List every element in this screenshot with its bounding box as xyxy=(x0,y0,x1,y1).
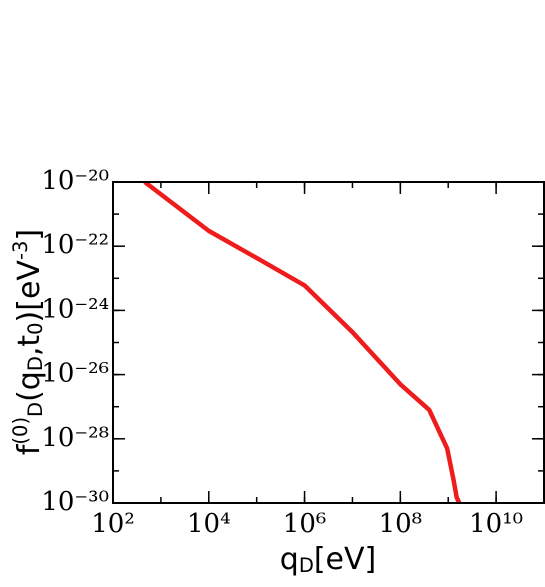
plot-frame xyxy=(112,181,545,504)
x-tick-label: 10⁶ xyxy=(283,509,327,539)
x-tick-label: 10² xyxy=(91,509,135,539)
y-tick-label: 10⁻³⁰ xyxy=(41,487,109,517)
y-tick-label: 10⁻²⁴ xyxy=(41,294,109,324)
data-line xyxy=(143,182,462,503)
x-axis-label: qD[eV] xyxy=(280,542,376,577)
y-tick-label: 10⁻²² xyxy=(41,230,109,260)
y-tick-label: 10⁻²⁶ xyxy=(41,359,109,389)
y-axis-label: f(0)D(qD,t0)[eV-3] xyxy=(9,229,47,455)
x-tick-label: 10⁴ xyxy=(187,509,231,539)
y-tick-label: 10⁻²⁰ xyxy=(41,166,109,196)
y-tick-label: 10⁻²⁸ xyxy=(41,423,109,453)
x-tick-label: 10¹⁰ xyxy=(469,509,523,539)
x-tick-label: 10⁸ xyxy=(379,509,423,539)
